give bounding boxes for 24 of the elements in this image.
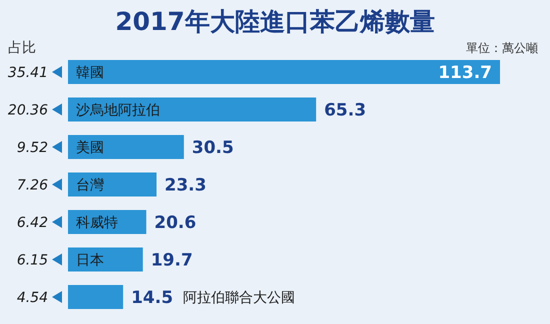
text: 7.26 [16, 178, 48, 194]
y-tick-label: 美國 [76, 140, 104, 156]
data-label: 65.3 [324, 100, 366, 120]
data-label: 30.5 [192, 138, 234, 158]
text: 6.42 [16, 215, 48, 231]
text: 6.15 [16, 252, 48, 268]
y-tick-label: 韓國 [76, 65, 104, 81]
chart-title: 2017年大陸進口苯乙烯數量 [115, 7, 435, 36]
y-tick-label: 沙烏地阿拉伯 [76, 102, 160, 118]
text: 9.52 [16, 140, 48, 156]
data-label: 14.5 [131, 288, 174, 308]
text: 20.36 [8, 102, 48, 118]
data-label: 19.7 [150, 250, 193, 270]
text: 4.54 [16, 290, 48, 306]
y-tick-label: 阿拉伯聯合大公國 [183, 290, 296, 306]
data-label: 23.3 [164, 176, 206, 196]
y-tick-label: 台灣 [76, 178, 104, 194]
text: 占比 [8, 40, 36, 56]
data-label: 113.7 [438, 63, 492, 83]
text: 35.41 [8, 65, 48, 81]
annotation: 單位：萬公噸 [466, 41, 538, 55]
y-tick-label: 科威特 [76, 215, 118, 231]
data-label: 20.6 [154, 213, 196, 233]
y-tick-label: 日本 [76, 252, 104, 268]
